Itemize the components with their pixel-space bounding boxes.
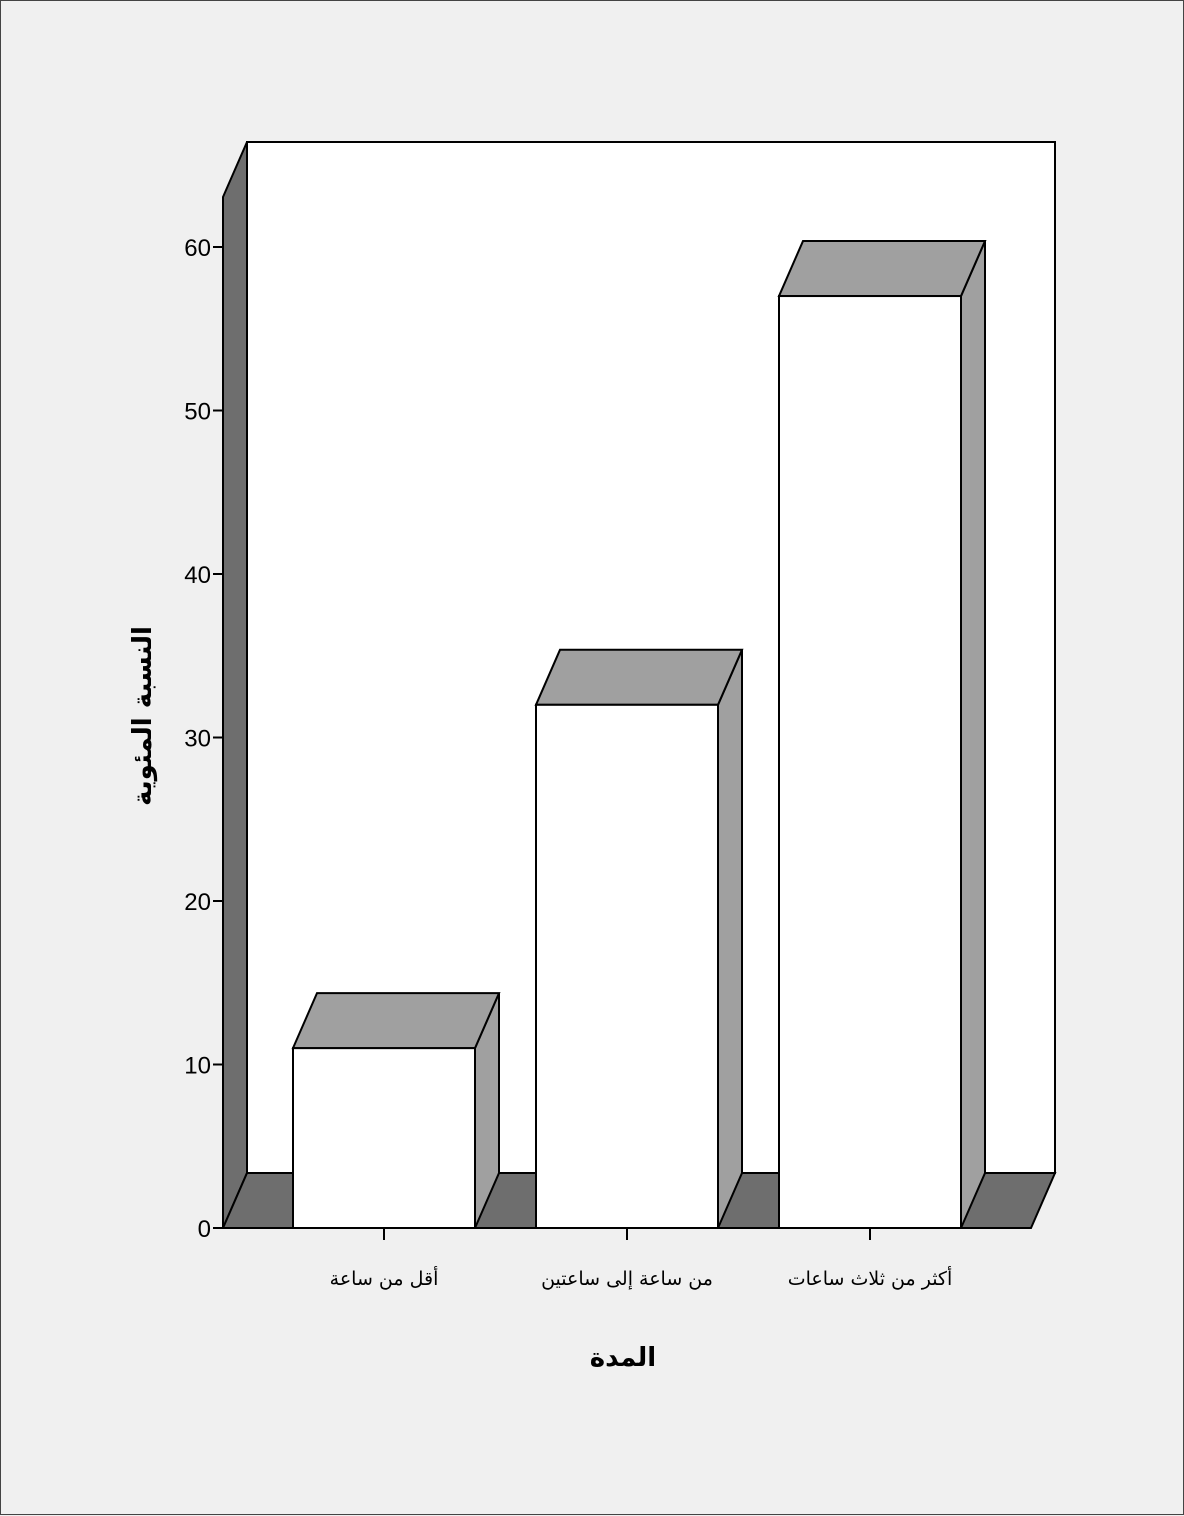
y-tick-label: 50 (184, 399, 211, 426)
bar-top (777, 240, 987, 298)
y-axis: 0 10 20 30 40 50 60 (184, 235, 224, 1243)
y-tick-label: 0 (198, 1216, 211, 1243)
y-tick-label: 10 (184, 1053, 211, 1080)
side-wall (222, 141, 248, 1229)
x-axis-title: المدة (590, 1343, 656, 1373)
bar-top (291, 992, 501, 1050)
bar-face (292, 1047, 476, 1230)
bars-group (291, 240, 987, 1230)
x-tick-label: أقل من ساعة (330, 1266, 439, 1290)
bar-face (535, 703, 719, 1229)
bar-3 (777, 240, 987, 1229)
x-tick-label: أكثر من ثلاث ساعات (788, 1266, 953, 1290)
bar-top (534, 648, 744, 706)
bar-side (717, 649, 743, 1229)
y-tick-label: 30 (184, 726, 211, 753)
bar-side (960, 240, 986, 1229)
y-tick-label: 40 (184, 562, 211, 589)
y-axis-title: النسبة المئوية (128, 626, 158, 806)
x-axis: أقل من ساعة من ساعة إلى ساعتين أكثر من ثلا… (223, 1227, 1031, 1291)
bar-1 (291, 992, 501, 1230)
y-tick-label: 60 (184, 235, 211, 262)
bar-face (778, 295, 962, 1229)
x-tick-label: من ساعة إلى ساعتين (541, 1268, 713, 1291)
y-tick-label: 20 (184, 889, 211, 916)
bar-2 (534, 648, 744, 1229)
